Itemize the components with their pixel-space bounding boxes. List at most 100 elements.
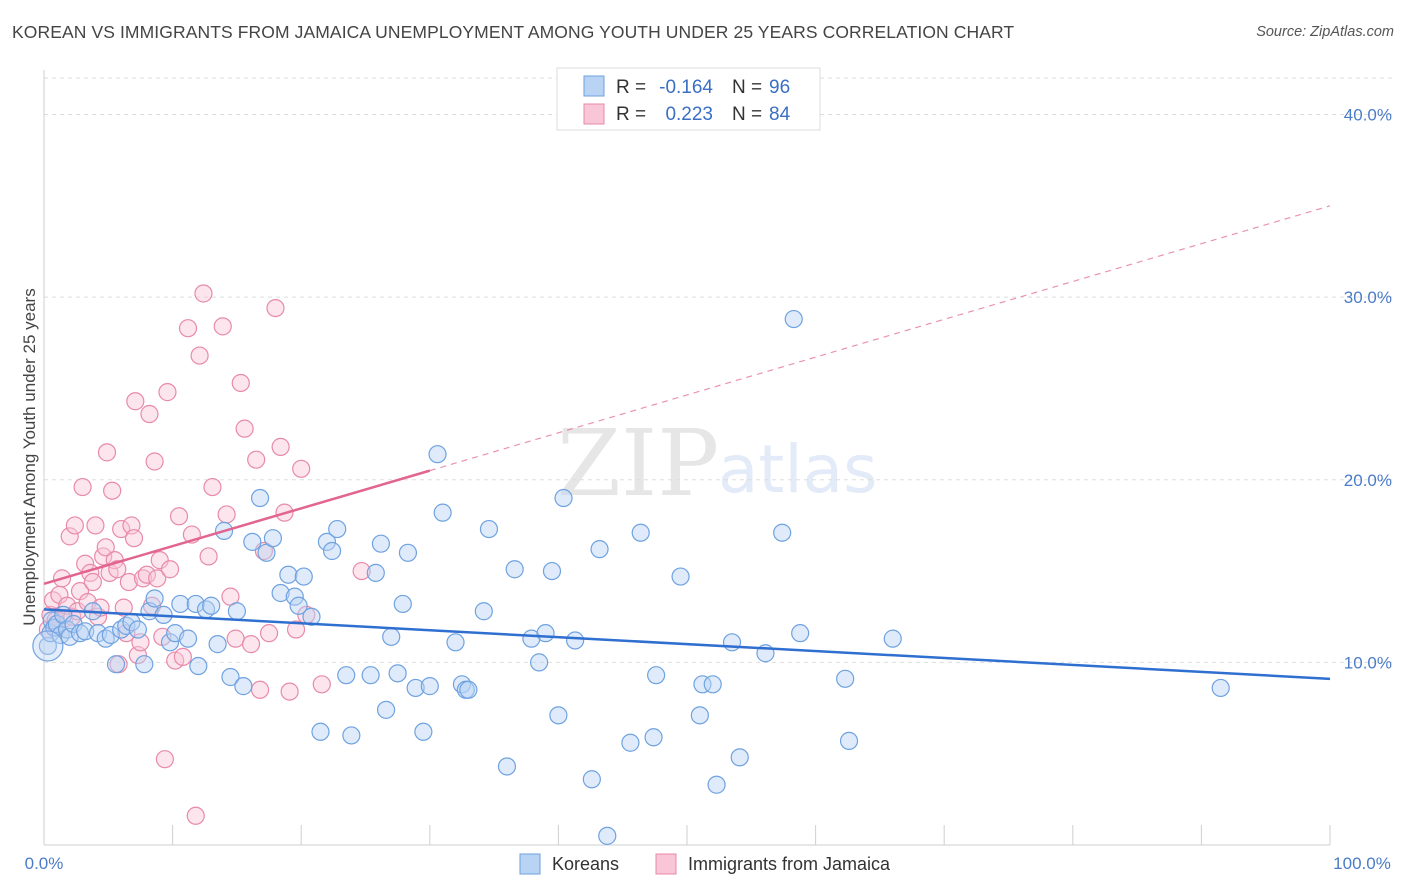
korean-point bbox=[208, 635, 227, 654]
bottom-legend-swatch-koreans bbox=[519, 853, 541, 875]
korean-point bbox=[693, 675, 712, 694]
series-legend: Koreans Immigrants from Jamaica bbox=[519, 853, 891, 875]
jamaica-point bbox=[178, 319, 198, 338]
jamaica-point bbox=[96, 538, 115, 557]
korean-point bbox=[883, 629, 902, 648]
jamaica-point bbox=[173, 647, 192, 667]
legend-n-label-1: N = bbox=[732, 77, 762, 98]
korean-point bbox=[406, 678, 425, 698]
korean-point bbox=[342, 726, 361, 745]
jamaica-point bbox=[148, 569, 167, 588]
korean-point bbox=[1211, 678, 1230, 698]
korean-point bbox=[474, 602, 493, 621]
jamaica-trend-extension bbox=[429, 205, 1331, 472]
korean-point bbox=[382, 627, 401, 646]
jamaica-point bbox=[266, 299, 285, 318]
korean-point bbox=[773, 523, 792, 542]
jamaica-point bbox=[217, 505, 236, 524]
jamaica-point bbox=[226, 629, 245, 648]
jamaica-point bbox=[114, 598, 133, 617]
korean-point bbox=[263, 529, 283, 548]
korean-point bbox=[361, 666, 380, 685]
jamaica-point bbox=[145, 452, 164, 471]
watermark-atlas: atlas bbox=[718, 431, 878, 508]
jamaica-point bbox=[169, 507, 189, 526]
korean-point bbox=[428, 445, 447, 464]
korean-point bbox=[186, 594, 205, 614]
korean-point bbox=[388, 664, 407, 683]
watermark-zip: ZIP bbox=[557, 410, 719, 517]
korean-point bbox=[459, 680, 478, 699]
jamaica-point bbox=[203, 477, 222, 497]
jamaica-point bbox=[271, 437, 290, 456]
korean-point bbox=[647, 666, 666, 685]
legend-r-value-2: 0.223 bbox=[665, 104, 713, 125]
jamaica-point bbox=[250, 680, 270, 699]
korean-point bbox=[393, 594, 412, 614]
korean-point bbox=[160, 633, 180, 652]
x-ticks bbox=[172, 825, 1331, 845]
korean-point bbox=[730, 748, 749, 767]
jamaica-point bbox=[247, 450, 266, 469]
jamaica-point bbox=[213, 317, 232, 336]
bottom-legend-koreans: Koreans bbox=[552, 854, 619, 874]
jamaica-point bbox=[280, 682, 299, 701]
jamaica-point bbox=[60, 527, 79, 546]
jamaica-point bbox=[86, 516, 105, 535]
korean-point bbox=[590, 540, 609, 559]
korean-point bbox=[289, 596, 308, 615]
korean-point bbox=[279, 565, 298, 584]
korean-point bbox=[106, 655, 126, 674]
korean-point bbox=[631, 523, 650, 542]
korean-point bbox=[530, 653, 549, 672]
korean-point bbox=[598, 826, 617, 845]
gridlines bbox=[44, 77, 1392, 663]
koreans-trend-line bbox=[43, 608, 1331, 681]
jamaica-point bbox=[286, 620, 306, 639]
korean-point bbox=[542, 561, 562, 581]
korean-point bbox=[311, 722, 330, 741]
jamaica-point bbox=[194, 284, 213, 303]
y-tick-label: 10.0% bbox=[1344, 653, 1392, 672]
korean-point bbox=[322, 541, 342, 561]
korean-point bbox=[433, 503, 452, 522]
korean-point bbox=[285, 587, 304, 606]
series-jamaica-points bbox=[38, 284, 371, 825]
jamaica-point bbox=[231, 373, 250, 393]
jamaica-point bbox=[190, 346, 209, 365]
korean-point bbox=[536, 624, 555, 643]
jamaica-point bbox=[259, 624, 279, 643]
jamaica-point bbox=[126, 392, 145, 411]
jamaica-point bbox=[119, 572, 138, 592]
korean-point bbox=[582, 770, 601, 789]
korean-point bbox=[337, 666, 356, 685]
correlation-legend: R = -0.164 N = 96 R = 0.223 N = 84 bbox=[556, 67, 821, 131]
korean-point bbox=[302, 607, 321, 626]
korean-point bbox=[791, 624, 810, 643]
jamaica-point bbox=[155, 750, 174, 769]
korean-point bbox=[554, 488, 573, 508]
korean-point bbox=[621, 733, 640, 752]
korean-point bbox=[644, 728, 663, 747]
korean-point bbox=[328, 519, 347, 539]
jamaica-point bbox=[83, 572, 102, 592]
series-koreans-points bbox=[32, 309, 1230, 845]
korean-point bbox=[317, 532, 337, 551]
jamaica-point bbox=[241, 635, 261, 654]
jamaica-point bbox=[235, 419, 254, 438]
korean-point bbox=[178, 629, 198, 648]
trend-lines bbox=[43, 205, 1331, 681]
legend-n-value-2: 84 bbox=[769, 104, 791, 125]
korean-point bbox=[221, 667, 240, 687]
x-tick-label-max: 100.0% bbox=[1333, 854, 1391, 873]
korean-point bbox=[366, 563, 385, 582]
korean-point bbox=[420, 677, 439, 696]
jamaica-point bbox=[103, 481, 122, 500]
jamaica-point bbox=[97, 443, 117, 462]
korean-point bbox=[479, 519, 499, 539]
korean-point bbox=[497, 757, 517, 776]
jamaica-point bbox=[137, 565, 156, 584]
korean-point bbox=[250, 488, 270, 508]
chart-title: KOREAN VS IMMIGRANTS FROM JAMAICA UNEMPL… bbox=[12, 22, 1015, 42]
